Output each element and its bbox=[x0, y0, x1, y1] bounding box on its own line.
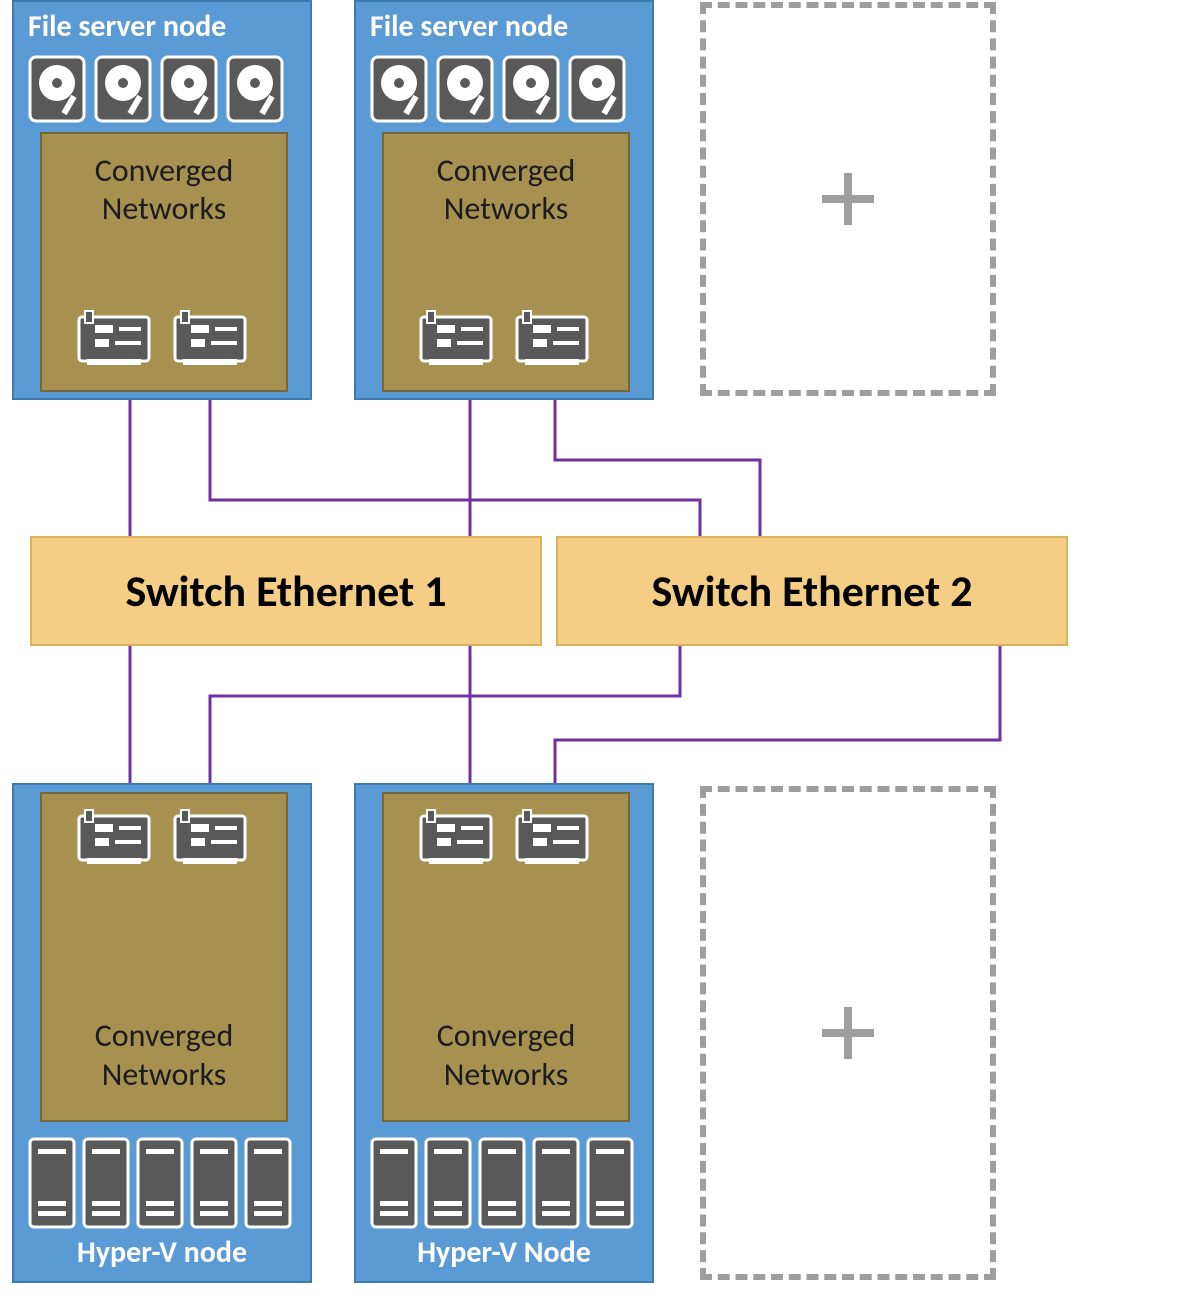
hyperv-1-converged: Converged Networks bbox=[40, 792, 288, 1122]
plus-icon bbox=[818, 169, 878, 229]
disk-icon bbox=[28, 55, 86, 128]
nic-icon bbox=[173, 309, 251, 376]
switch-ethernet-2: Switch Ethernet 2 bbox=[556, 536, 1068, 646]
conv-line1: Converged bbox=[437, 1017, 576, 1055]
vm-tower-icon bbox=[586, 1137, 634, 1234]
conv-label: Converged Networks bbox=[437, 152, 576, 229]
conn-fs2-sw2 bbox=[555, 400, 760, 536]
placeholder-add-bottom[interactable] bbox=[700, 786, 996, 1280]
file-server-2-converged: Converged Networks bbox=[382, 132, 630, 392]
vm-tower-icon bbox=[28, 1137, 76, 1234]
nic-icon bbox=[515, 808, 593, 875]
nic-icon bbox=[515, 309, 593, 376]
conv-line1: Converged bbox=[95, 1017, 234, 1055]
hyperv-node-2: Converged Networks Hyper-V Node bbox=[354, 783, 654, 1283]
hyperv-2-vms bbox=[370, 1137, 634, 1234]
disk-icon bbox=[568, 55, 626, 128]
vm-tower-icon bbox=[424, 1137, 472, 1234]
switch-2-label: Switch Ethernet 2 bbox=[651, 564, 972, 618]
file-server-2-disks bbox=[356, 49, 652, 134]
conv-line2: Networks bbox=[95, 190, 234, 228]
conv-label: Converged Networks bbox=[95, 1017, 234, 1094]
conv-line1: Converged bbox=[437, 152, 576, 190]
vm-tower-icon bbox=[82, 1137, 130, 1234]
plus-icon bbox=[818, 1003, 878, 1063]
conn-fs1-sw2 bbox=[210, 400, 700, 536]
disk-icon bbox=[94, 55, 152, 128]
hyperv-2-title: Hyper-V Node bbox=[356, 1228, 652, 1281]
conn-hv1-sw2 bbox=[210, 646, 680, 783]
nic-icon bbox=[173, 808, 251, 875]
conn-hv2-sw2 bbox=[555, 646, 1000, 783]
conv-label: Converged Networks bbox=[437, 1017, 576, 1094]
file-server-1-nics bbox=[77, 309, 251, 376]
hyperv-2-converged: Converged Networks bbox=[382, 792, 630, 1122]
nic-icon bbox=[419, 808, 497, 875]
disk-icon bbox=[160, 55, 218, 128]
disk-icon bbox=[436, 55, 494, 128]
vm-tower-icon bbox=[136, 1137, 184, 1234]
conv-line1: Converged bbox=[95, 152, 234, 190]
file-server-1-title: File server node bbox=[14, 2, 310, 49]
disk-icon bbox=[370, 55, 428, 128]
switch-ethernet-1: Switch Ethernet 1 bbox=[30, 536, 542, 646]
conv-label: Converged Networks bbox=[95, 152, 234, 229]
vm-tower-icon bbox=[532, 1137, 580, 1234]
switch-1-label: Switch Ethernet 1 bbox=[125, 564, 446, 618]
conv-line2: Networks bbox=[437, 1056, 576, 1094]
vm-tower-icon bbox=[478, 1137, 526, 1234]
nic-icon bbox=[77, 309, 155, 376]
nic-icon bbox=[419, 309, 497, 376]
file-server-1-disks bbox=[14, 49, 310, 134]
conv-line2: Networks bbox=[95, 1056, 234, 1094]
nic-icon bbox=[77, 808, 155, 875]
hyperv-1-vms bbox=[28, 1137, 292, 1234]
placeholder-add-top[interactable] bbox=[700, 2, 996, 396]
file-server-node-1: File server node Converged Networks bbox=[12, 0, 312, 400]
hyperv-node-1: Converged Networks Hyper-V node bbox=[12, 783, 312, 1283]
vm-tower-icon bbox=[190, 1137, 238, 1234]
vm-tower-icon bbox=[370, 1137, 418, 1234]
conv-line2: Networks bbox=[437, 190, 576, 228]
disk-icon bbox=[502, 55, 560, 128]
file-server-node-2: File server node Converged Networks bbox=[354, 0, 654, 400]
hyperv-2-nics bbox=[419, 808, 593, 875]
hyperv-1-title: Hyper-V node bbox=[14, 1228, 310, 1281]
hyperv-1-nics bbox=[77, 808, 251, 875]
vm-tower-icon bbox=[244, 1137, 292, 1234]
file-server-2-title: File server node bbox=[356, 2, 652, 49]
diagram-canvas: File server node Converged Networks File… bbox=[0, 0, 1184, 1314]
file-server-1-converged: Converged Networks bbox=[40, 132, 288, 392]
disk-icon bbox=[226, 55, 284, 128]
file-server-2-nics bbox=[419, 309, 593, 376]
